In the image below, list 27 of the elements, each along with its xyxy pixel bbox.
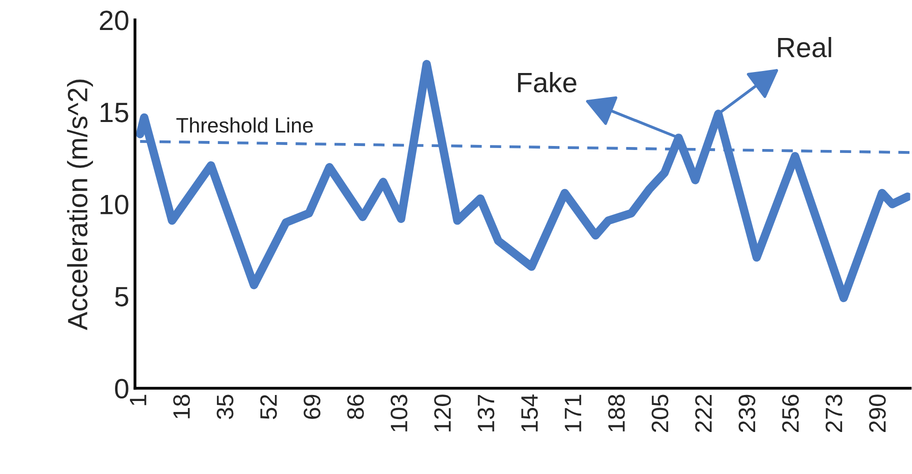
x-tick-label: 273 [826, 394, 842, 432]
x-tick-label: 222 [695, 394, 712, 432]
x-tick-label: 154 [521, 394, 538, 432]
series-label: Threshold Line [176, 117, 313, 133]
y-tick-label: 5 [115, 287, 128, 306]
x-tick-label: 171 [564, 394, 582, 432]
x-tick-label: 18 [173, 394, 190, 418]
x-tick-label: 205 [652, 394, 668, 432]
x-tick-label: 120 [434, 394, 451, 432]
annotation: Fake [518, 72, 576, 92]
x-tick-label: 35 [216, 394, 234, 420]
y-tick-label: 10 [100, 194, 128, 214]
x-tick-label: 239 [738, 394, 756, 432]
x-tick-label: 290 [869, 394, 886, 432]
x-tick-label: 188 [608, 394, 625, 432]
x-tick-label: 256 [782, 394, 799, 432]
x-tick-label: 86 [347, 394, 364, 419]
x-tick-label: 52 [260, 394, 277, 420]
y-tick-label: 20 [100, 10, 128, 30]
y-axis-title: Acceleration (m/s^2) [67, 80, 93, 330]
y-tick-label: 0 [115, 378, 128, 399]
x-tick-label: 103 [390, 394, 408, 432]
x-tick-label: 1 [130, 394, 146, 406]
x-tick-label: 137 [478, 394, 494, 432]
annotation: Real [778, 36, 832, 58]
x-tick-label: 69 [304, 394, 320, 419]
y-tick-label: 15 [100, 102, 128, 122]
